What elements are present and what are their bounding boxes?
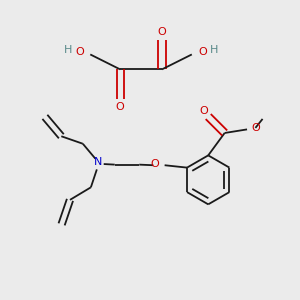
Text: O: O — [75, 47, 84, 57]
Text: O: O — [198, 47, 207, 57]
Text: O: O — [116, 102, 124, 112]
Text: O: O — [150, 159, 159, 169]
Text: N: N — [94, 157, 103, 166]
Text: H: H — [63, 45, 72, 55]
Text: H: H — [210, 45, 219, 55]
Text: O: O — [158, 27, 166, 37]
Text: O: O — [251, 123, 260, 133]
Text: O: O — [200, 106, 208, 116]
